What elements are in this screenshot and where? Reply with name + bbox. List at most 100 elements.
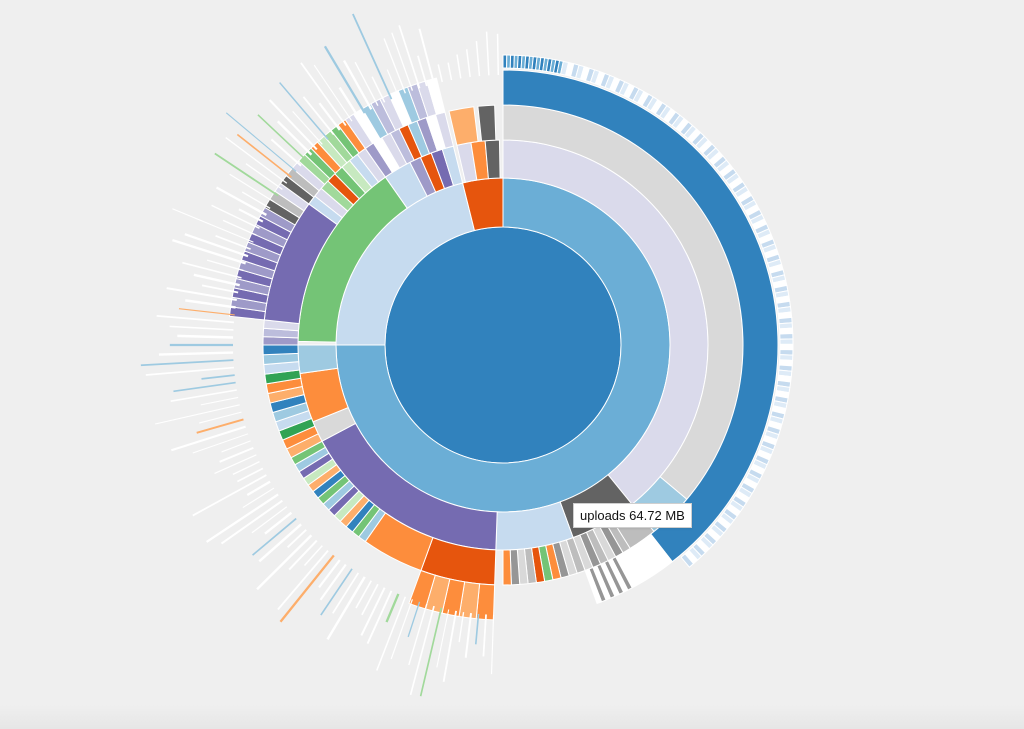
leaf-spoke: [398, 25, 421, 89]
fringe-thin-119[interactable]: [680, 553, 695, 568]
leaf-spoke: [352, 13, 393, 100]
level4-segment-ticks-7[interactable]: [584, 568, 603, 605]
leaf-spoke: [338, 86, 360, 118]
leaf-spoke: [173, 381, 236, 393]
leaf-spoke: [251, 506, 288, 534]
leaf-spoke: [170, 389, 237, 402]
leaf-spoke: [172, 208, 254, 243]
leaf-spoke: [407, 601, 421, 638]
leaf-spoke: [456, 54, 462, 79]
level4-segment-misc-9[interactable]: [426, 77, 446, 116]
leaf-spoke: [371, 76, 386, 103]
leaf-spoke: [376, 596, 407, 671]
fringe-thin-73[interactable]: [779, 343, 794, 351]
leaf-spoke: [201, 284, 239, 294]
leaf-spoke: [326, 576, 366, 640]
leaf-spoke: [145, 366, 235, 376]
leaf-spoke: [156, 315, 235, 324]
leaf-spoke: [277, 550, 329, 611]
leaf-spoke: [286, 529, 307, 548]
leaf-spoke: [383, 38, 406, 94]
leaf-spoke: [221, 440, 251, 453]
leaf-spoke: [436, 609, 450, 668]
leaf-spoke: [193, 273, 240, 287]
leaf-spoke: [172, 239, 246, 265]
leaf-spoke: [201, 374, 235, 380]
leaf-spoke: [245, 163, 283, 190]
leaf-spoke: [196, 418, 244, 434]
leaf-spoke: [166, 287, 237, 301]
leaf-spoke: [318, 559, 341, 588]
leaf-spoke: [360, 587, 386, 636]
leaf-spoke: [225, 112, 297, 172]
leaf-spoke: [303, 545, 323, 566]
leaf-spoke: [238, 208, 264, 223]
leaf-spoke: [442, 610, 458, 683]
leaf-spoke: [318, 102, 341, 131]
leaf-spoke: [292, 110, 323, 145]
level3-segment-mix-9[interactable]: [502, 549, 512, 586]
leaf-spoke: [171, 425, 246, 452]
level3-segment-dark[interactable]: [477, 104, 497, 142]
leaf-spoke: [366, 590, 393, 645]
leaf-spoke: [211, 204, 260, 230]
leaf-spoke: [214, 152, 279, 197]
leaf-spoke: [246, 480, 271, 496]
leaf-spoke: [355, 580, 372, 609]
level4-segment-orange-4[interactable]: [408, 569, 436, 610]
leaf-spoke: [206, 259, 244, 272]
leaf-spoke: [205, 493, 279, 543]
leaf-spoke: [222, 219, 257, 236]
leaf-spoke: [169, 325, 234, 331]
leaf-spoke: [192, 433, 249, 454]
leaf-spoke: [276, 120, 313, 156]
leaf-spoke: [288, 539, 318, 571]
leaf-spoke: [184, 233, 249, 258]
leaf-spoke: [178, 308, 235, 316]
leaf-spoke: [418, 28, 435, 85]
leaf-spoke: [302, 96, 335, 136]
leaf-spoke: [490, 614, 495, 675]
leaf-spoke: [177, 334, 234, 339]
leaf-spoke: [419, 607, 443, 697]
leaf-spoke: [185, 299, 236, 309]
leaf-spoke: [215, 235, 251, 250]
tooltip-name: uploads: [580, 508, 626, 523]
leaf-spoke: [258, 523, 302, 563]
fringe-thin-71[interactable]: [779, 333, 794, 340]
leaf-spoke: [496, 33, 500, 76]
leaf-spoke: [354, 61, 379, 107]
leaf-spoke: [323, 45, 366, 114]
level2-segment-blue[interactable]: [297, 344, 339, 375]
leaf-spoke: [417, 55, 428, 87]
leaf-spoke: [279, 82, 329, 140]
leaf-spoke: [300, 62, 347, 126]
leaf-spoke: [256, 534, 313, 591]
leaf-spoke: [252, 517, 297, 556]
leaf-spoke: [409, 605, 435, 696]
leaf-spoke: [464, 612, 473, 658]
leaf-spoke: [279, 554, 335, 623]
hover-tooltip: uploads 64.72 MB: [573, 503, 692, 528]
leaf-spoke: [242, 487, 275, 509]
leaf-spoke: [465, 49, 471, 78]
leaf-spoke: [214, 454, 257, 474]
leaf-spoke: [268, 99, 318, 151]
leaf-spoke: [229, 173, 275, 203]
leaf-spoke: [475, 40, 481, 77]
leaf-spoke: [342, 59, 373, 110]
leaf-spoke: [482, 614, 487, 657]
fringe-thin-72[interactable]: [779, 338, 794, 345]
leaf-spoke: [485, 31, 490, 76]
root-segment[interactable]: [384, 226, 622, 464]
leaf-spoke: [458, 612, 465, 643]
leaf-spoke: [313, 64, 353, 122]
leaf-spoke: [385, 593, 400, 623]
leaf-spoke: [408, 603, 428, 666]
level3-segment-thin2-11[interactable]: [262, 344, 299, 356]
leaf-spoke: [447, 62, 453, 81]
level3-segment-ora[interactable]: [448, 106, 479, 146]
leaf-spoke: [437, 64, 443, 83]
leaf-spoke: [236, 133, 292, 178]
